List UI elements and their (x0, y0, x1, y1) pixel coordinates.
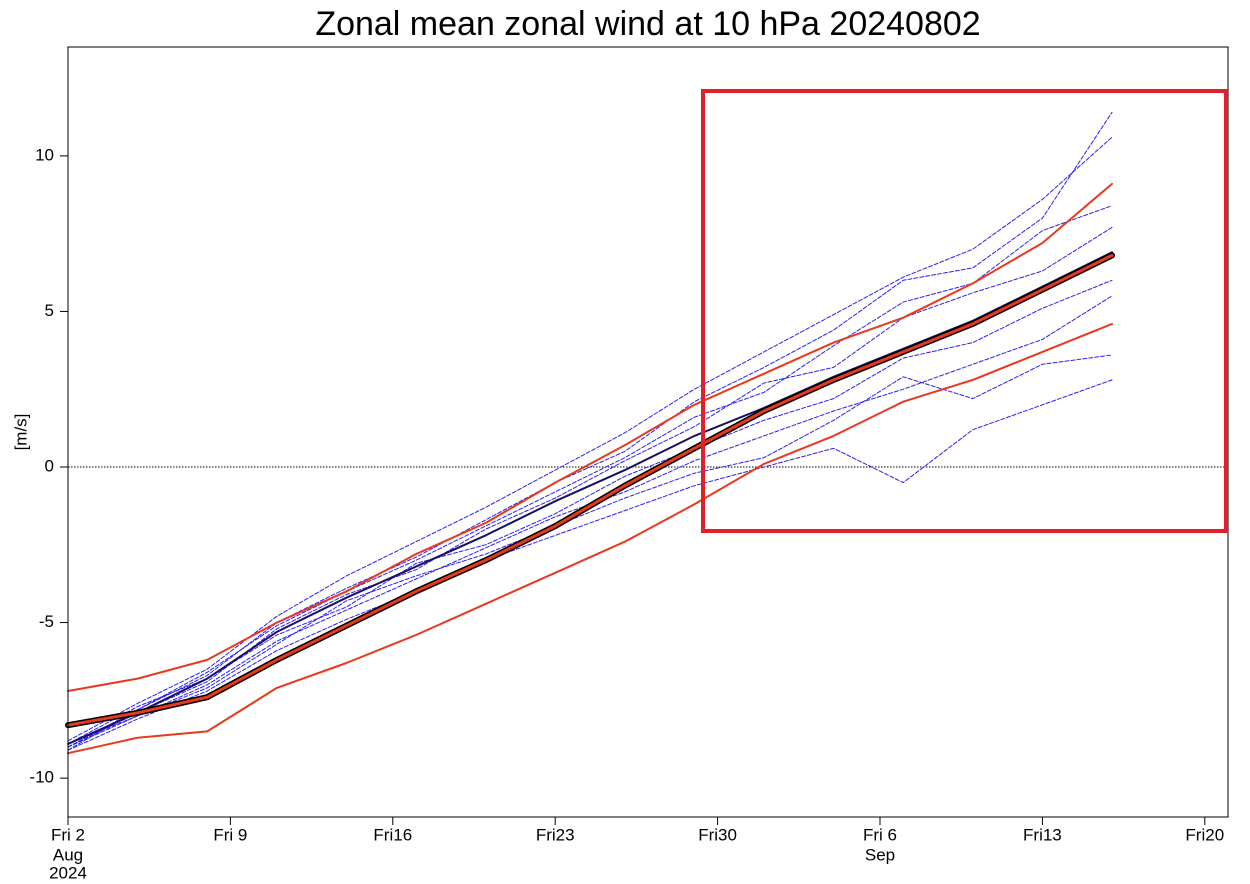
y-tick-label: -10 (29, 768, 54, 787)
x-tick-label: Fri30 (698, 825, 737, 844)
x-month-label: Sep (865, 845, 895, 864)
x-tick-label: Fri 9 (213, 825, 247, 844)
x-tick-label: Fri 2 (51, 825, 85, 844)
y-axis-label: [m/s] (11, 414, 30, 451)
y-tick-label: -5 (39, 612, 54, 631)
plot-area (65, 111, 1228, 755)
x-tick-label: Fri 6 (863, 825, 897, 844)
ensemble-member (67, 136, 1113, 742)
line (66, 253, 1114, 727)
ensemble-member (67, 295, 1113, 745)
ensemble-member (67, 379, 1113, 751)
x-tick-label: Fri23 (536, 825, 575, 844)
chart-title: Zonal mean zonal wind at 10 hPa 20240802 (315, 5, 980, 43)
y-tick-label: 10 (35, 145, 54, 164)
y-tick-label: 0 (45, 456, 54, 475)
line (67, 182, 1113, 692)
x-tick-label: Fri16 (373, 825, 412, 844)
line-outline (65, 252, 1115, 729)
x-tick-label: Fri20 (1185, 825, 1224, 844)
ensemble-member (67, 226, 1113, 748)
ensemble-member (67, 111, 1113, 751)
y-tick-label: 5 (45, 301, 54, 320)
ensemble-member (67, 279, 1113, 745)
ensemble-member (67, 354, 1113, 748)
x-month-label: Aug (53, 845, 83, 864)
line (67, 251, 1113, 745)
x-tick-label: Fri13 (1023, 825, 1062, 844)
highlight-box (701, 89, 1228, 533)
line (67, 322, 1113, 755)
x-year-label: 2024 (49, 863, 87, 882)
